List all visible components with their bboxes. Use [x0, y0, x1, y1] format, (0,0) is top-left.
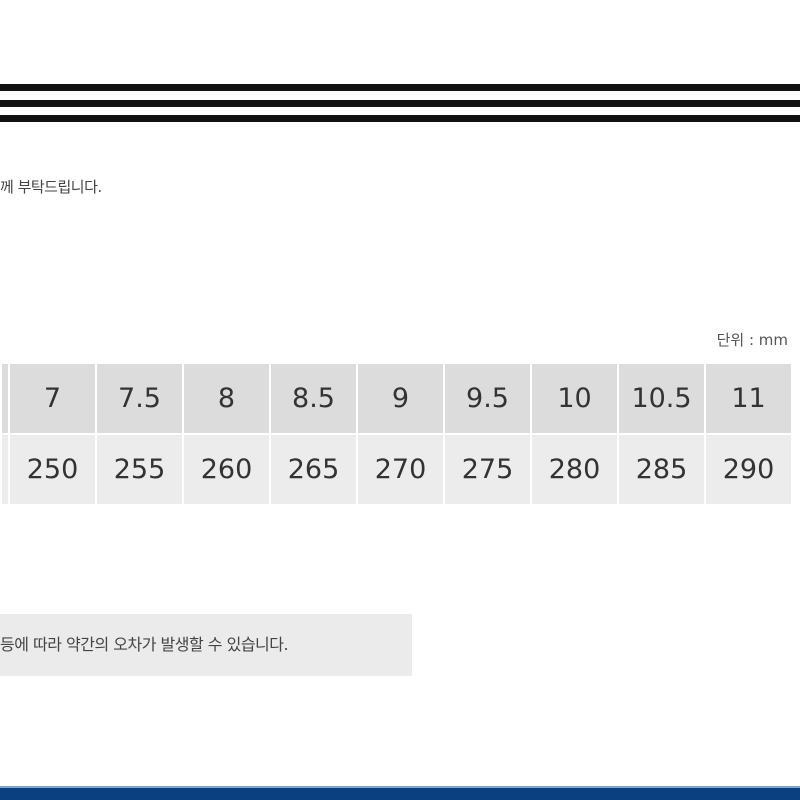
- length-cell: 265: [271, 435, 356, 504]
- divider-stripe-2: [0, 100, 800, 107]
- size-table: 7 7.5 8 8.5 9 9.5 10 10.5 11 250 255 260…: [0, 362, 793, 506]
- length-cell: 285: [619, 435, 704, 504]
- size-cell: 7: [10, 364, 95, 433]
- length-cell: 255: [97, 435, 182, 504]
- length-cell: 290: [706, 435, 791, 504]
- tolerance-note: 등에 따라 약간의 오차가 발생할 수 있습니다.: [0, 614, 412, 676]
- size-cell: 10: [532, 364, 617, 433]
- size-cell: 10.5: [619, 364, 704, 433]
- length-cell: [2, 435, 8, 504]
- footer-bar: [0, 786, 800, 800]
- notice-text: 께 부탁드립니다.: [0, 178, 102, 196]
- unit-label: 단위 : mm: [716, 331, 788, 349]
- size-cell: 11: [706, 364, 791, 433]
- length-cell: 275: [445, 435, 530, 504]
- length-row: 250 255 260 265 270 275 280 285 290: [2, 435, 791, 504]
- size-cell: 9: [358, 364, 443, 433]
- length-cell: 250: [10, 435, 95, 504]
- divider-stripe-3: [0, 115, 800, 122]
- size-cell: 7.5: [97, 364, 182, 433]
- length-cell: 270: [358, 435, 443, 504]
- size-cell: 8.5: [271, 364, 356, 433]
- size-cell: 9.5: [445, 364, 530, 433]
- length-cell: 280: [532, 435, 617, 504]
- size-cell: [2, 364, 8, 433]
- size-cell: 8: [184, 364, 269, 433]
- length-cell: 260: [184, 435, 269, 504]
- size-row: 7 7.5 8 8.5 9 9.5 10 10.5 11: [2, 364, 791, 433]
- divider-stripe-1: [0, 84, 800, 91]
